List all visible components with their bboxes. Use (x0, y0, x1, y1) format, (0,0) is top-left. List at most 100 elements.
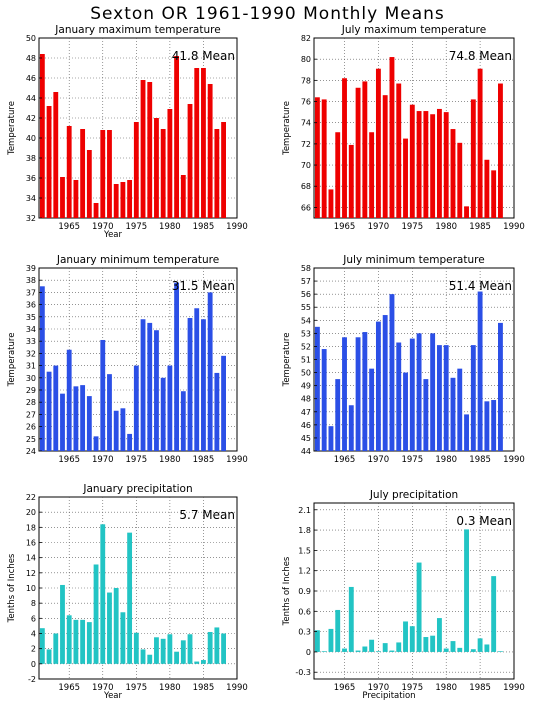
bar-1984 (194, 308, 200, 451)
bar-1962 (321, 349, 327, 451)
bar-1981 (174, 56, 180, 218)
bar-1983 (187, 318, 193, 451)
bar-1962 (46, 106, 52, 218)
y-tick-label: 31 (26, 362, 36, 371)
bar-1962 (46, 649, 52, 664)
bar-1970 (100, 130, 106, 218)
x-tick-label: 1990 (503, 455, 525, 465)
y-axis-label: Tenths of Inches (282, 556, 292, 626)
y-tick-label: 52 (301, 342, 311, 351)
bar-1988 (221, 633, 226, 664)
bar-1988 (498, 322, 503, 451)
bar-1961 (39, 286, 45, 451)
bar-1973 (396, 342, 402, 451)
bar-1965 (66, 126, 72, 218)
bar-1975 (409, 338, 415, 451)
y-tick-label: 36 (26, 301, 36, 310)
x-tick-label: 1980 (435, 683, 457, 693)
bar-1965 (342, 648, 347, 652)
bar-1967 (355, 337, 361, 451)
bar-1987 (491, 170, 497, 218)
mean-annotation: 5.7 Mean (179, 508, 235, 522)
bar-1969 (93, 203, 99, 218)
bar-1961 (314, 630, 320, 652)
x-tick-label: 1975 (126, 222, 148, 232)
x-tick-label: 1990 (503, 222, 525, 232)
bar-1986 (484, 401, 490, 451)
x-tick-label: 1970 (368, 683, 390, 693)
y-tick-label: 56 (301, 290, 311, 299)
y-tick-label: 57 (301, 277, 311, 286)
x-tick-label: 1975 (401, 222, 423, 232)
bar-1962 (46, 371, 52, 451)
bar-1974 (403, 621, 408, 652)
bar-1979 (160, 638, 166, 664)
x-tick-label: 1965 (58, 455, 80, 465)
bar-1968 (86, 396, 92, 451)
y-tick-label: 27 (26, 410, 36, 419)
bar-1984 (194, 68, 200, 218)
y-tick-label: 20 (26, 508, 36, 517)
y-tick-label: 4 (31, 630, 36, 639)
y-axis-label: Temperature (7, 101, 17, 156)
bar-1970 (100, 524, 106, 664)
bar-1982 (180, 640, 186, 664)
bar-1988 (498, 651, 503, 652)
x-tick-label: 1980 (435, 455, 457, 465)
y-tick-label: 53 (301, 329, 311, 338)
y-tick-label: 50 (26, 34, 36, 43)
bar-1977 (147, 654, 153, 664)
bar-1981 (450, 377, 456, 451)
chart-panel-1: 32 34 36 38 40 42 44 46 48 50 1965 1970 1975 1980 1985… (7, 24, 248, 240)
bar-1974 (403, 372, 408, 451)
bar-1966 (348, 586, 354, 652)
y-tick-label: 0 (306, 648, 311, 657)
x-tick-label: 1980 (159, 222, 181, 232)
x-tick-label: 1970 (368, 455, 390, 465)
y-tick-label: 8 (31, 599, 36, 608)
y-tick-label: 0.3 (298, 628, 311, 637)
y-tick-label: 1.5 (298, 546, 311, 555)
bar-1978 (430, 635, 436, 652)
bar-1970 (375, 321, 381, 451)
bar-1976 (140, 649, 146, 664)
bar-1978 (430, 114, 436, 218)
bar-1976 (416, 111, 422, 218)
x-axis-label: Year (103, 230, 123, 240)
bar-1961 (39, 54, 45, 218)
bar-1974 (127, 180, 133, 218)
chart-panel-5: -2 0 2 4 6 8 10 12 14 16 18 20 22 1965 1970 1975 1980 198… (7, 483, 248, 701)
bar-1986 (207, 292, 213, 451)
y-tick-label: 30 (26, 374, 36, 383)
y-tick-label: 44 (26, 94, 36, 103)
bar-1974 (127, 532, 133, 664)
bar-1977 (423, 637, 429, 652)
y-tick-label: 26 (26, 423, 36, 432)
y-tick-label: 47 (301, 408, 311, 417)
x-tick-label: 1975 (401, 683, 423, 693)
y-tick-label: 37 (26, 288, 36, 297)
y-tick-label: 6 (31, 614, 36, 623)
bar-1969 (369, 132, 375, 218)
mean-annotation: 0.3 Mean (456, 514, 512, 528)
y-tick-label: 2 (31, 645, 36, 654)
x-tick-label: 1970 (368, 222, 390, 232)
bar-1985 (201, 319, 206, 451)
bar-1985 (201, 660, 206, 664)
bar-1966 (348, 144, 354, 218)
bar-1961 (314, 326, 320, 451)
x-tick-label: 1980 (159, 455, 181, 465)
y-tick-label: 14 (26, 554, 36, 563)
bar-1986 (484, 644, 490, 652)
bar-1964 (60, 177, 65, 218)
bar-1972 (389, 294, 395, 451)
bar-1965 (66, 349, 72, 451)
y-tick-label: 0.9 (298, 587, 311, 596)
bar-1972 (389, 650, 395, 652)
y-tick-label: 76 (301, 98, 311, 107)
bar-1988 (498, 83, 503, 218)
y-tick-label: 72 (301, 140, 311, 149)
bar-1968 (362, 81, 368, 218)
y-tick-label: 58 (301, 264, 311, 273)
y-axis-label: Tenths of Inches (7, 553, 17, 623)
